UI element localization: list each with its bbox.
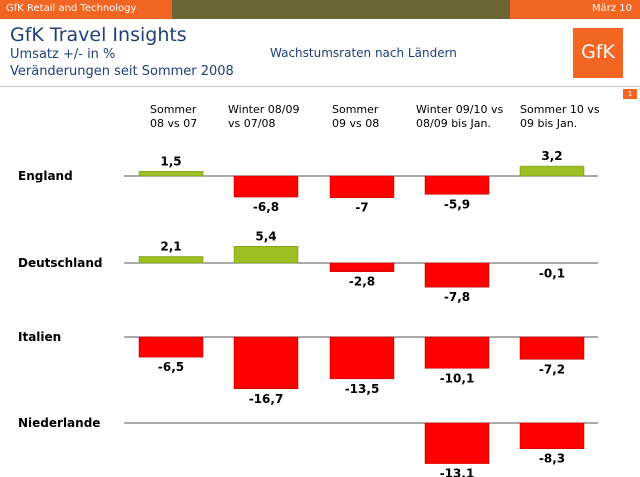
country-label: Deutschland bbox=[18, 256, 103, 270]
country-label: Italien bbox=[18, 330, 61, 344]
bar bbox=[519, 165, 585, 177]
data-label: -10,1 bbox=[440, 371, 475, 385]
data-label: -6,8 bbox=[253, 200, 279, 214]
page-title: GfK Travel Insights bbox=[10, 24, 187, 46]
country-row: England 1,5 -6,8 -7 -5,9 3,2 bbox=[18, 149, 598, 215]
bar bbox=[424, 336, 490, 369]
data-label: -0,1 bbox=[539, 267, 565, 281]
gfk-logo: GfK bbox=[573, 28, 623, 78]
data-label: -16,7 bbox=[249, 392, 284, 406]
top-bar-middle-segment bbox=[172, 0, 510, 19]
data-label: 1,5 bbox=[160, 154, 181, 168]
bar bbox=[233, 246, 299, 264]
bar bbox=[424, 422, 490, 464]
bar bbox=[424, 175, 490, 195]
bar bbox=[519, 422, 585, 449]
data-label: -8,3 bbox=[539, 452, 565, 466]
bar bbox=[138, 256, 204, 264]
data-label: 3,2 bbox=[541, 149, 562, 163]
page-subtitle: Umsatz +/- in % bbox=[10, 47, 116, 62]
bar bbox=[329, 336, 395, 380]
data-label: -6,5 bbox=[158, 360, 184, 374]
bar bbox=[138, 171, 204, 177]
header-divider bbox=[0, 86, 640, 87]
bar bbox=[519, 336, 585, 360]
date-label: März 10 bbox=[591, 3, 632, 14]
brand-label: GfK Retail and Technology bbox=[6, 3, 137, 14]
bar bbox=[424, 262, 490, 288]
data-label: -7 bbox=[355, 201, 368, 215]
data-label: -5,9 bbox=[444, 197, 470, 211]
bar bbox=[138, 336, 204, 358]
bar bbox=[329, 175, 395, 198]
data-label: -13,5 bbox=[345, 382, 380, 396]
country-row: Niederlande -13,1 -8,3 bbox=[18, 416, 598, 477]
bar bbox=[233, 175, 299, 198]
category-label: Sommer 09 vs 08 bbox=[332, 103, 379, 130]
bar bbox=[329, 262, 395, 272]
category-label: Sommer 08 vs 07 bbox=[150, 103, 197, 130]
category-label: Winter 09/10 vs 08/09 bis Jan. bbox=[416, 103, 503, 130]
category-label: Sommer 10 vs 09 bis Jan. bbox=[520, 103, 600, 130]
category-label: Winter 08/09 vs 07/08 bbox=[228, 103, 299, 130]
top-bar-right-segment: März 10 bbox=[510, 0, 640, 19]
data-label: -7,8 bbox=[444, 290, 470, 304]
bar bbox=[233, 336, 299, 390]
country-row: Italien -6,5 -16,7 -13,5 -10,1 -7,2 bbox=[18, 330, 598, 406]
data-label: -7,2 bbox=[539, 362, 565, 376]
top-bar-left-segment: GfK Retail and Technology bbox=[0, 0, 172, 19]
data-label: 5,4 bbox=[255, 229, 276, 243]
country-label: England bbox=[18, 169, 73, 183]
header-caption: Wachstumsraten nach Ländern bbox=[270, 46, 457, 60]
top-bar: GfK Retail and Technology März 10 bbox=[0, 0, 640, 19]
country-row: Deutschland 2,1 5,4 -2,8 -7,8 -0,1 bbox=[18, 229, 598, 304]
data-label: -2,8 bbox=[349, 275, 375, 289]
page-number-badge: 1 bbox=[623, 89, 637, 99]
country-label: Niederlande bbox=[18, 416, 100, 430]
page-subtitle-secondary: Veränderungen seit Sommer 2008 bbox=[10, 64, 234, 79]
data-label: -13,1 bbox=[440, 467, 475, 477]
data-label: 2,1 bbox=[160, 239, 181, 253]
gfk-logo-text: GfK bbox=[581, 41, 615, 63]
